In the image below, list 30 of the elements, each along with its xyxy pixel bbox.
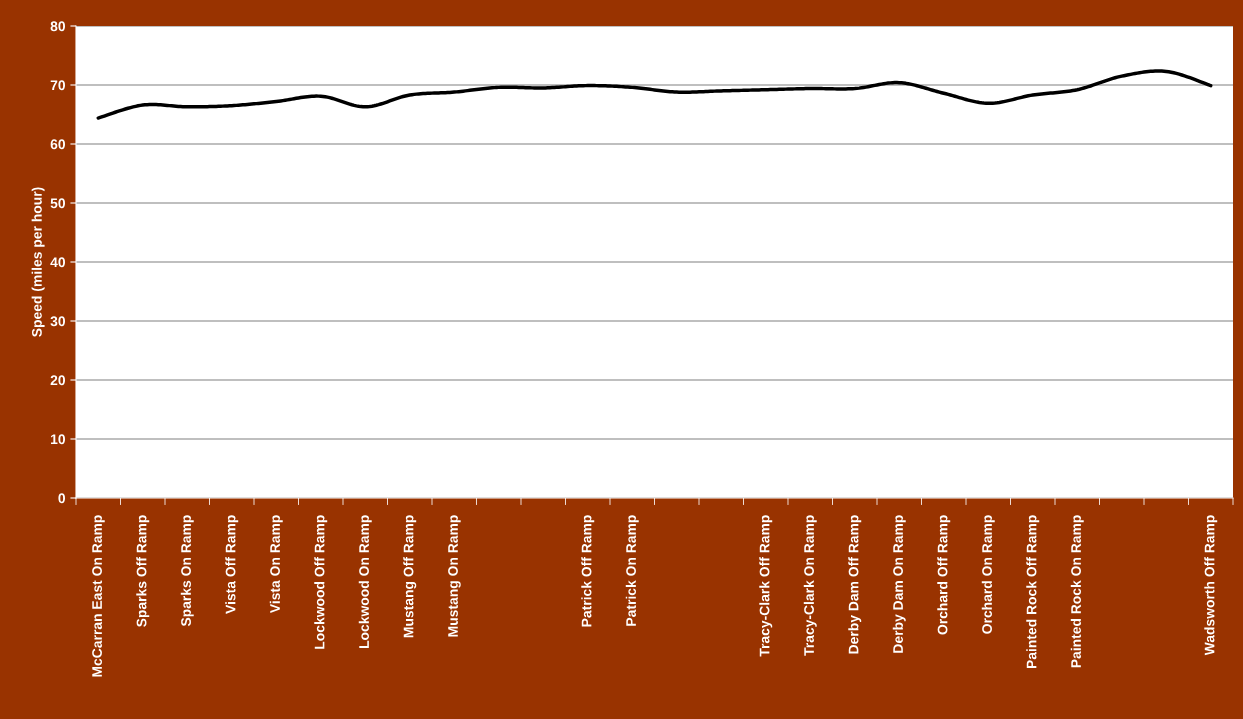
y-tick-label: 30 [50,316,66,327]
x-tick-label: Sparks Off Ramp [136,515,150,627]
x-tick-label: Patrick On Ramp [625,515,639,626]
y-tick-label: 20 [50,375,66,386]
x-tick-label: Patrick Off Ramp [581,515,595,627]
y-tick-label: 10 [51,434,66,445]
x-tick-label: Derby Dam On Ramp [892,515,906,653]
x-tick-label: Wadsworth Off Ramp [1204,515,1218,656]
x-tick-label: Vista Off Ramp [225,515,239,614]
x-tick-label: Derby Dam Off Ramp [848,515,862,654]
y-tick-label: 40 [50,257,66,268]
y-tick-label: 80 [50,21,66,32]
x-tick-label: Lockwood On Ramp [358,515,372,648]
x-tick-label: Orchard On Ramp [981,515,995,634]
y-tick-label: 50 [50,198,66,209]
y-axis-title: Speed (miles per hour) [31,187,45,337]
x-tick-label: Painted Rock Off Ramp [1026,515,1040,669]
x-tick-label: Tracy-Clark Off Ramp [759,515,773,657]
y-tick-label: 0 [58,493,66,504]
x-tick-label: Lockwood Off Ramp [314,515,328,649]
y-tick-label: 70 [50,80,66,91]
x-tick-label: McCarran East On Ramp [92,515,105,677]
x-tick-label: Tracy-Clark On Ramp [803,515,817,656]
x-tick-label: Orchard Off Ramp [937,515,951,635]
x-tick-label: Mustang Off Ramp [403,515,417,638]
x-tick-label: Mustang On Ramp [448,515,461,637]
x-tick-label: Painted Rock On Ramp [1070,515,1084,668]
x-tick-label: Sparks On Ramp [180,515,194,627]
y-tick-label: 60 [50,139,66,150]
x-tick-label: Vista On Ramp [269,515,283,614]
